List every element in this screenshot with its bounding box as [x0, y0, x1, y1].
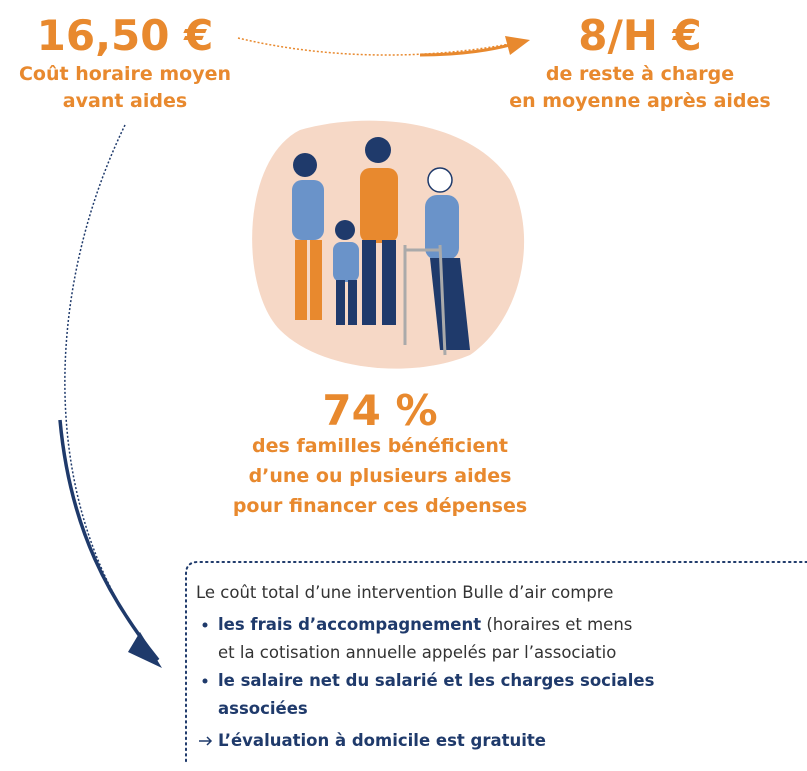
stat-label: en moyenne après aides	[509, 90, 770, 112]
stat-amount: 16,50 €	[37, 11, 214, 60]
info-item-text: (horaires et mens	[481, 615, 632, 634]
info-item-bold: les frais d’accompagnement	[218, 615, 481, 634]
info-item-continuation: et la cotisation annuelle appelés par l’…	[218, 643, 616, 662]
note-arrow	[199, 736, 213, 746]
arrow-head	[505, 36, 530, 55]
info-intro: Le coût total d’une intervention Bulle d…	[196, 583, 613, 602]
arrow-left	[64, 124, 159, 661]
bullet	[202, 678, 208, 684]
stat-label: avant aides	[63, 90, 187, 112]
stat-label: des familles bénéficient	[252, 435, 508, 457]
info-item-bold: le salaire net du salarié et les charges…	[218, 671, 655, 690]
stat-amount: 74 %	[322, 386, 437, 435]
stat-label: pour financer ces dépenses	[233, 495, 527, 517]
info-item-bold: associées	[218, 699, 308, 718]
illustration	[252, 120, 525, 369]
bullet	[202, 622, 208, 628]
stat-label: de reste à charge	[546, 63, 734, 85]
arrow-top	[237, 37, 521, 56]
stat-label: Coût horaire moyen	[19, 63, 231, 85]
arrow-left-head	[128, 632, 162, 668]
stat-amount: 8/H €	[578, 11, 702, 60]
info-note: L’évaluation à domicile est gratuite	[218, 731, 546, 750]
info-box-border	[185, 561, 807, 766]
info-item: les frais d’accompagnement (horaires et …	[218, 615, 632, 634]
arrow-top-thick	[419, 40, 521, 57]
stat-label: d’une ou plusieurs aides	[249, 465, 512, 487]
arrow-left-thick	[58, 419, 160, 662]
